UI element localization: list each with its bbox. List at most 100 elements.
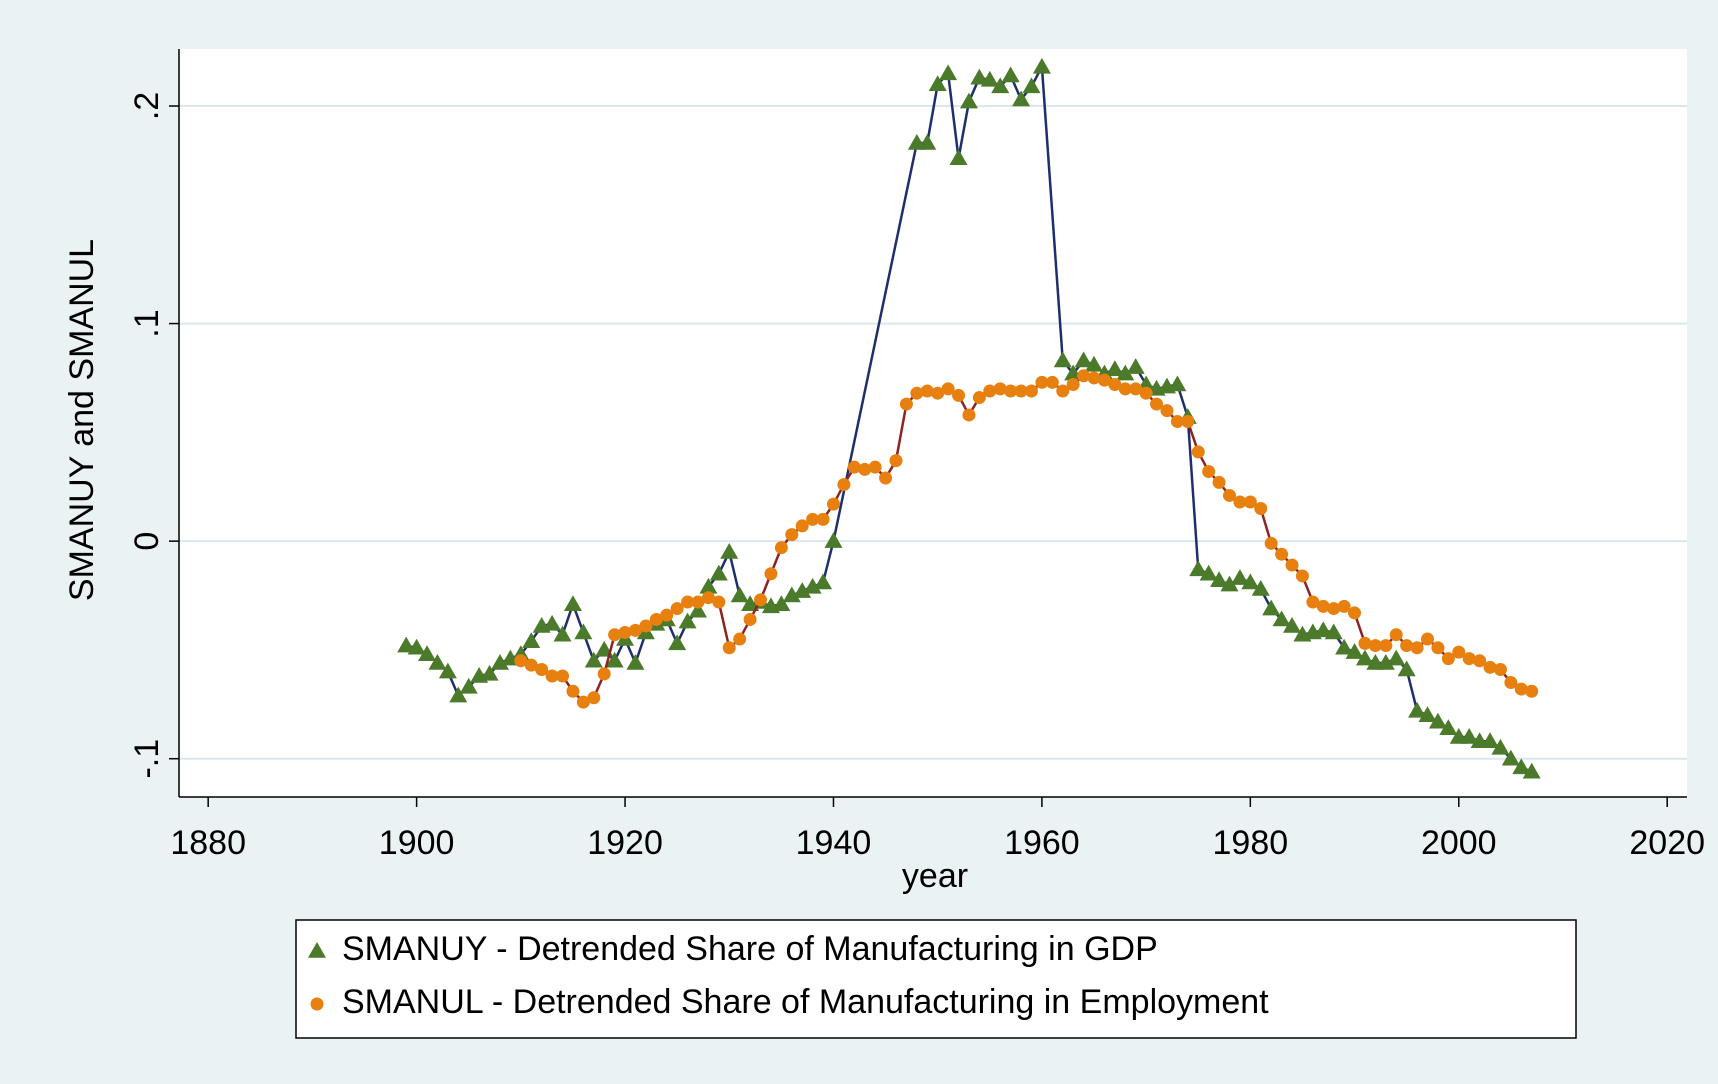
data-point	[824, 532, 843, 548]
data-point	[428, 653, 447, 670]
data-point	[1389, 628, 1403, 642]
data-point	[1191, 445, 1205, 459]
data-point	[605, 651, 624, 668]
y-tick-label: 0	[128, 532, 166, 551]
data-point	[764, 567, 778, 581]
data-point	[556, 669, 570, 683]
data-point	[899, 397, 913, 411]
data-point	[1493, 663, 1507, 677]
data-point	[920, 384, 934, 398]
data-point	[1387, 649, 1406, 666]
data-point	[574, 623, 593, 640]
data-point	[1105, 360, 1124, 377]
data-point	[1150, 397, 1164, 411]
data-point	[952, 388, 966, 402]
data-point	[438, 662, 457, 679]
data-point	[774, 541, 788, 555]
data-point	[1491, 738, 1510, 755]
data-point	[1410, 641, 1424, 655]
data-point	[1230, 569, 1249, 585]
data-point	[1428, 712, 1447, 729]
data-point	[668, 634, 687, 651]
data-point	[1295, 569, 1309, 583]
data-point	[722, 641, 736, 655]
data-point	[959, 92, 978, 109]
y-tick-label: -.1	[128, 739, 166, 779]
data-point	[459, 677, 478, 694]
data-point	[1327, 602, 1341, 616]
data-point	[407, 638, 426, 655]
data-point	[678, 612, 697, 629]
data-point	[1056, 384, 1070, 398]
data-point	[1116, 364, 1135, 381]
data-point	[980, 70, 999, 87]
data-point	[418, 645, 437, 662]
data-point	[691, 595, 705, 609]
data-point	[660, 608, 674, 622]
data-point	[1481, 732, 1500, 749]
data-point	[1233, 495, 1247, 509]
data-point	[1324, 623, 1343, 640]
data-point	[1408, 701, 1427, 718]
data-point	[931, 386, 945, 400]
data-point	[1337, 599, 1351, 613]
data-point	[514, 654, 528, 668]
data-point	[1074, 351, 1093, 368]
data-point	[1283, 616, 1302, 633]
data-point	[972, 391, 986, 405]
data-point	[1431, 641, 1445, 655]
data-point	[816, 512, 830, 526]
data-point	[628, 623, 642, 637]
data-point	[1108, 377, 1122, 391]
legend	[295, 919, 1577, 1039]
data-point	[941, 382, 955, 396]
data-point	[1400, 639, 1414, 653]
data-point	[1514, 682, 1528, 696]
data-point	[1085, 355, 1104, 372]
data-point	[1126, 358, 1145, 374]
data-point	[1022, 77, 1041, 94]
data-point	[1397, 660, 1416, 677]
data-point	[701, 591, 715, 605]
data-point	[608, 628, 622, 642]
legend-marker	[310, 997, 324, 1011]
data-point	[720, 543, 739, 559]
data-point	[1189, 560, 1208, 577]
y-tick-label: .2	[128, 92, 166, 120]
data-point	[1014, 384, 1028, 398]
data-point	[1241, 573, 1260, 590]
x-tick-label: 1920	[587, 824, 663, 862]
data-point	[576, 695, 590, 709]
data-point	[1222, 488, 1236, 502]
x-tick-label: 1880	[170, 824, 246, 862]
data-point	[584, 651, 603, 668]
data-point	[1512, 758, 1531, 775]
data-point	[1129, 382, 1143, 396]
data-point	[970, 68, 989, 85]
data-point	[688, 601, 707, 618]
data-point	[1441, 652, 1455, 666]
data-point	[1439, 719, 1458, 735]
x-tick-label: 2000	[1421, 824, 1497, 862]
data-point	[1118, 382, 1132, 396]
plot-area	[179, 49, 1687, 797]
data-point	[1053, 351, 1072, 368]
data-point	[803, 577, 822, 594]
x-tick-label: 1980	[1213, 824, 1289, 862]
data-point	[754, 593, 768, 607]
data-point	[962, 408, 976, 422]
data-point	[1348, 606, 1362, 620]
data-point	[1368, 639, 1382, 653]
data-point	[1087, 371, 1101, 385]
data-point	[889, 454, 903, 468]
data-point	[1251, 580, 1270, 596]
data-point	[1462, 652, 1476, 666]
data-point	[983, 384, 997, 398]
data-point	[826, 497, 840, 511]
data-point	[1035, 375, 1049, 389]
data-point	[1001, 66, 1020, 83]
data-point	[522, 632, 541, 648]
data-point	[1254, 502, 1268, 516]
legend-marker	[308, 942, 326, 958]
data-point	[1012, 90, 1031, 107]
